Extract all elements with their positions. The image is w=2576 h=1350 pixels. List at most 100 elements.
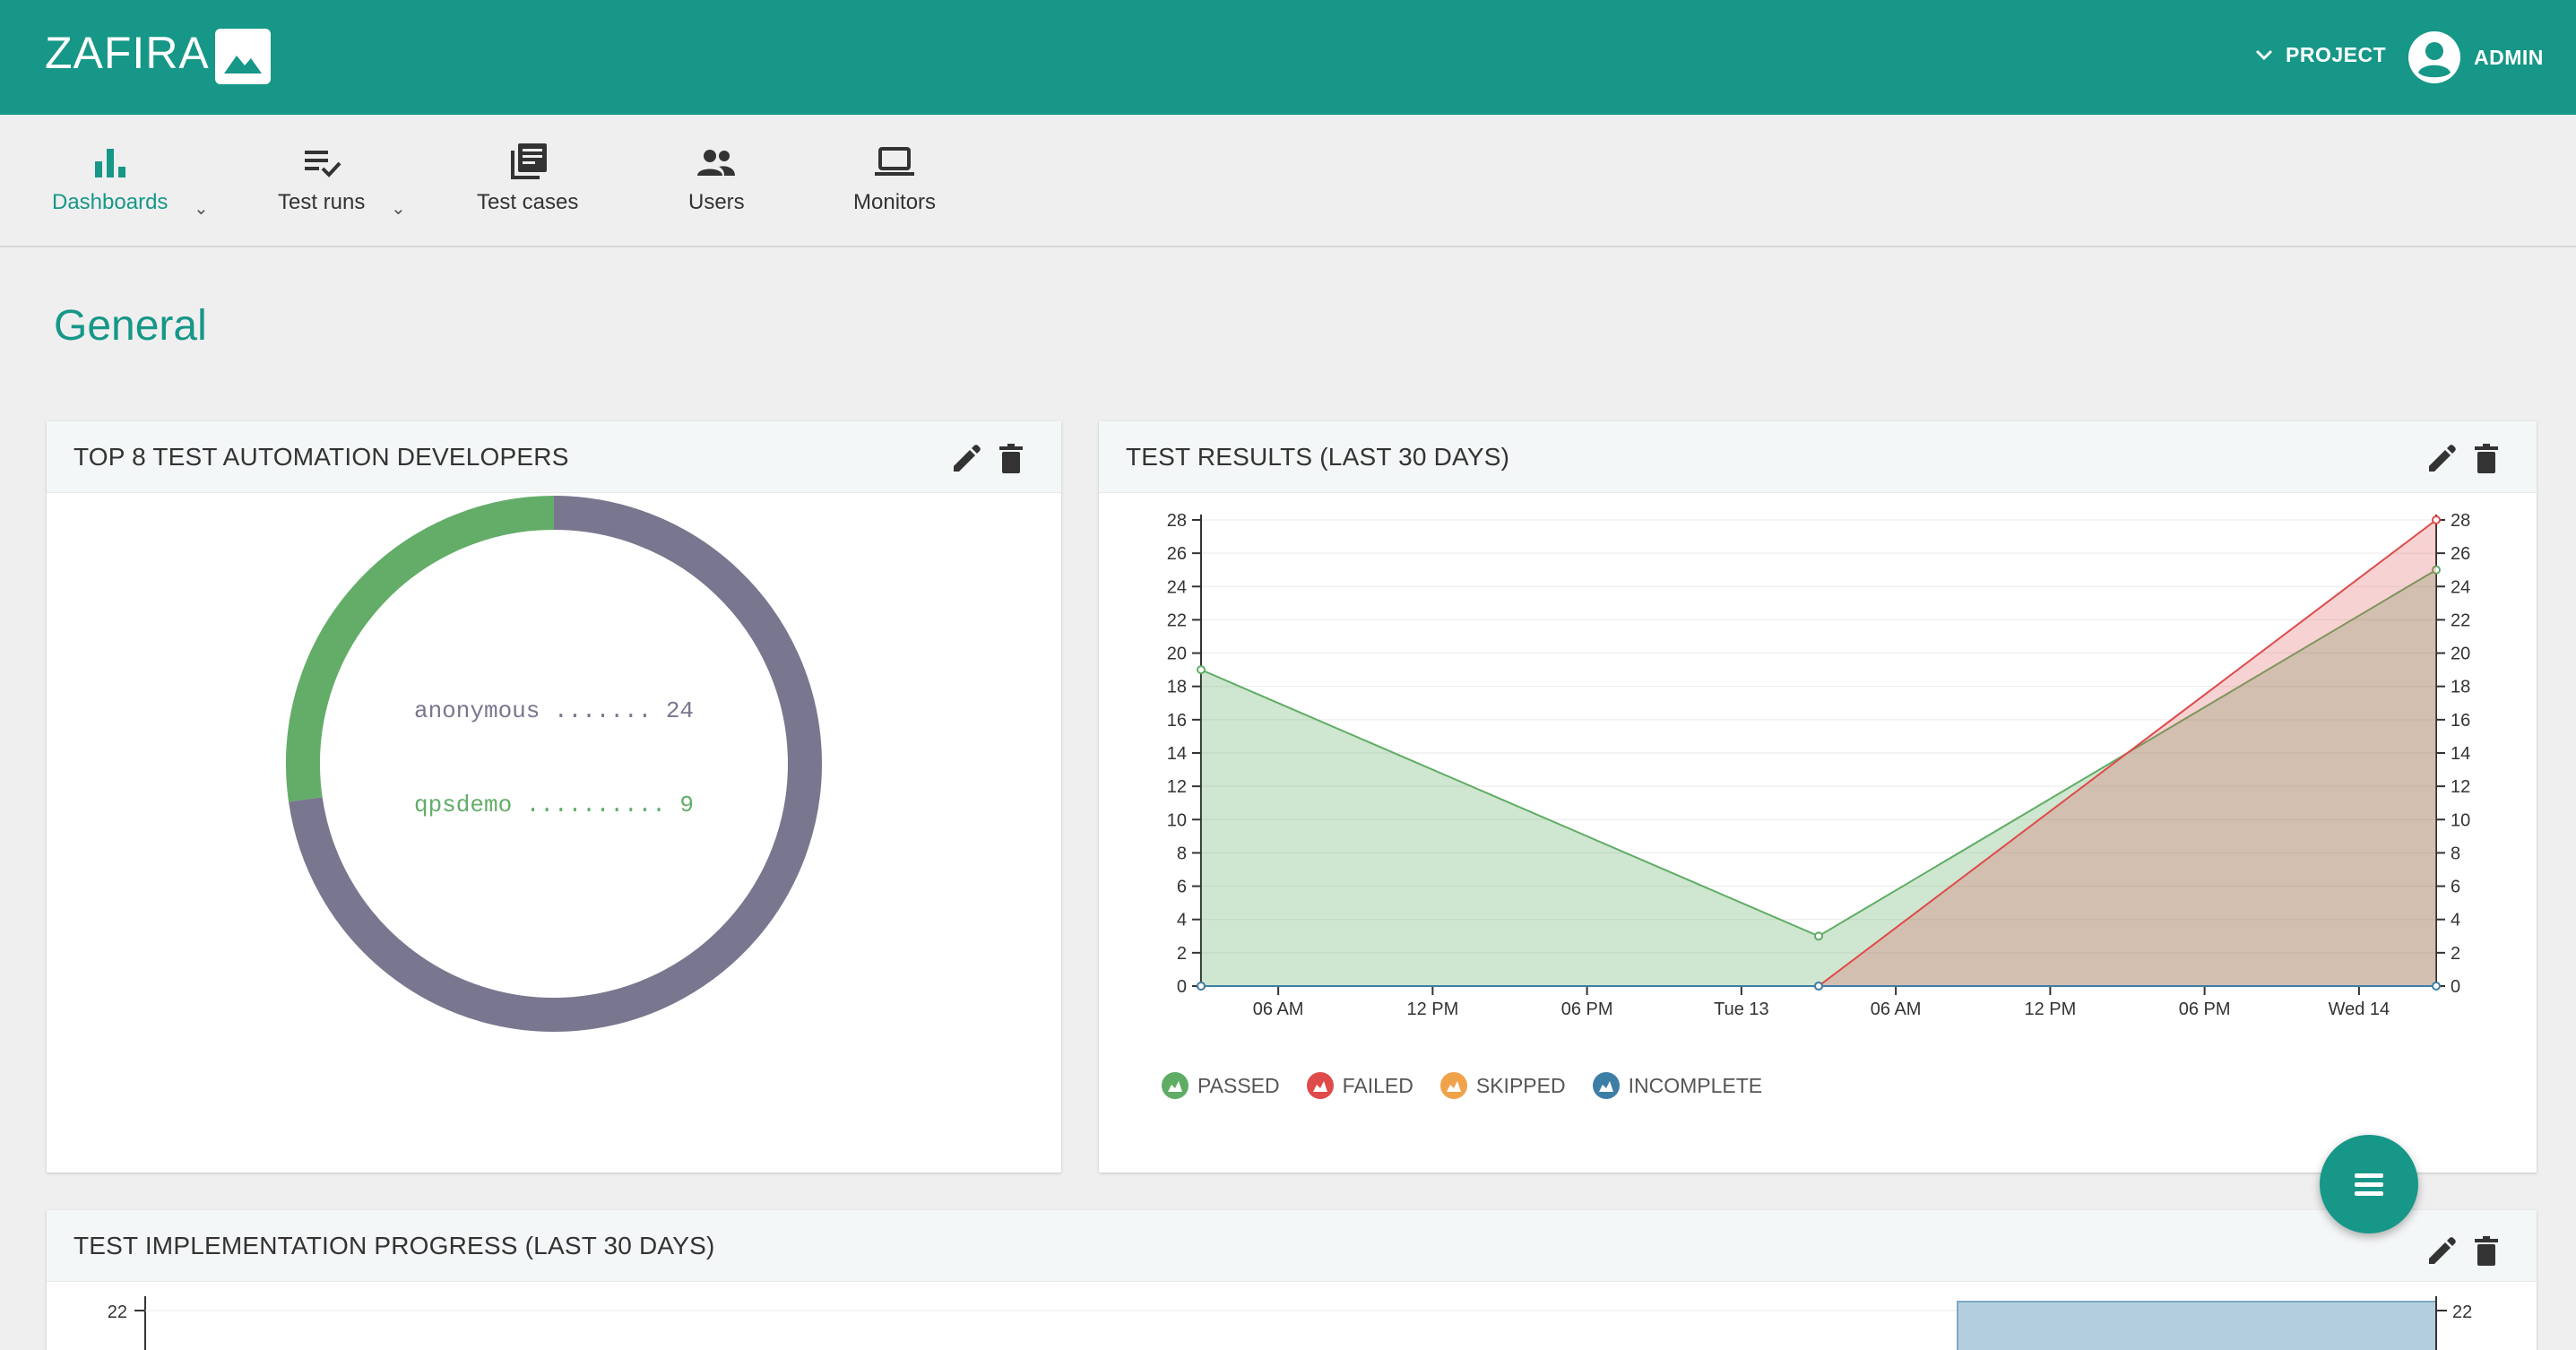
area-failed — [1201, 520, 2436, 986]
y-tick-label-left: 14 — [1167, 744, 1187, 764]
x-tick-label: Wed 14 — [2329, 1000, 2390, 1019]
y-tick-label-left: 24 — [1167, 577, 1187, 597]
y-tick-label-right: 16 — [2451, 711, 2470, 731]
menu-fab-button[interactable] — [2320, 1135, 2418, 1233]
nav-item-users[interactable]: Users — [688, 142, 745, 215]
legend-failed[interactable]: FAILED — [1306, 1072, 1413, 1099]
nav-label-test-runs: Test runs — [278, 190, 366, 214]
nav-label-dashboards: Dashboards — [52, 190, 169, 214]
page-title: General — [54, 302, 207, 350]
point-incomplete[interactable] — [1814, 982, 1823, 991]
nav-item-monitors[interactable]: Monitors — [853, 142, 936, 215]
y-tick-label-right: 10 — [2451, 810, 2470, 830]
y-tick-label-right: 6 — [2451, 878, 2460, 897]
point-passed[interactable] — [1814, 931, 1823, 941]
project-selector[interactable]: PROJECT — [2255, 43, 2386, 67]
delete-icon[interactable] — [2468, 1233, 2504, 1269]
area-chart-icon — [1162, 1072, 1189, 1099]
y-tick-label-right: 20 — [2451, 645, 2470, 664]
developers-donut-chart: anonymous ....... 24 qpsdemo .......... 9 — [286, 496, 822, 1032]
area-passed — [1201, 569, 2436, 986]
account-circle-icon — [2408, 31, 2460, 83]
area-chart-icon — [1306, 1072, 1334, 1099]
people-icon — [697, 150, 736, 176]
edit-icon[interactable] — [948, 441, 984, 477]
y-tick-label-right: 22 — [2451, 610, 2470, 630]
widget-title: TEST RESULTS (LAST 30 DAYS) — [1126, 442, 1510, 471]
widget-header: TEST IMPLEMENTATION PROGRESS (LAST 30 DA… — [47, 1210, 2537, 1282]
widget-title: TOP 8 TEST AUTOMATION DEVELOPERS — [73, 442, 569, 471]
donut-slice-qpsdemo[interactable] — [286, 496, 555, 802]
y-tick-label-left: 16 — [1167, 711, 1187, 731]
y-tick-label-right: 8 — [2451, 844, 2460, 863]
chevron-down-icon[interactable]: ⌄ — [194, 199, 209, 219]
y-tick-label-right: 4 — [2451, 911, 2460, 930]
brand-name[interactable]: ZAFIRA — [45, 28, 210, 78]
donut-label-anonymous: anonymous ....... 24 — [414, 697, 694, 724]
nav-item-test-runs[interactable]: Test runs — [278, 142, 365, 215]
y-tick-label-right: 14 — [2451, 744, 2470, 764]
library-books-icon — [510, 143, 547, 179]
area-chart-icon — [1439, 1072, 1467, 1099]
y-tick-label-left: 2 — [1177, 944, 1187, 964]
y-tick-label-right: 18 — [2451, 678, 2470, 697]
nav-label-monitors: Monitors — [853, 190, 937, 214]
image-logo-icon — [215, 29, 271, 84]
test-results-widget: TEST RESULTS (LAST 30 DAYS) 0 0 2 2 4 4 6 6 8 8 10… — [1099, 421, 2537, 1173]
delete-icon[interactable] — [2468, 441, 2504, 477]
y-tick-label-left: 20 — [1167, 645, 1187, 664]
delete-icon[interactable] — [993, 441, 1029, 477]
y-tick-label-left: 4 — [1177, 911, 1187, 930]
point-incomplete[interactable] — [2432, 982, 2441, 991]
legend-skipped[interactable]: SKIPPED — [1439, 1072, 1566, 1099]
user-menu[interactable]: ADMIN — [2407, 30, 2544, 84]
donut-label-qpsdemo: qpsdemo .......... 9 — [414, 792, 694, 818]
donut-slice-anonymous[interactable] — [289, 496, 822, 1032]
nav-label-users: Users — [688, 190, 745, 214]
y-tick-label-right: 12 — [2451, 777, 2470, 797]
y-tick-label-left: 28 — [1167, 511, 1187, 531]
y-tick-label-left: 18 — [1167, 678, 1187, 697]
project-label: PROJECT — [2286, 43, 2387, 66]
nav-label-test-cases: Test cases — [477, 190, 579, 214]
x-tick-label: 06 AM — [1871, 1000, 1922, 1019]
widget-header: TEST RESULTS (LAST 30 DAYS) — [1099, 421, 2537, 493]
laptop-icon — [875, 147, 915, 176]
y-tick-label-left: 22 — [108, 1302, 127, 1322]
y-tick-label-left: 8 — [1177, 844, 1187, 863]
point-failed[interactable] — [2432, 515, 2441, 524]
x-tick-label: 06 PM — [2179, 1000, 2231, 1019]
progress-bar — [1957, 1301, 2437, 1350]
legend-incomplete[interactable]: INCOMPLETE — [1592, 1072, 1762, 1099]
chevron-down-icon[interactable]: ⌄ — [391, 199, 406, 219]
x-tick-label: 12 PM — [2024, 1000, 2076, 1019]
y-tick-label-left: 0 — [1177, 977, 1187, 997]
x-tick-label: 06 AM — [1253, 1000, 1304, 1019]
widget-header: TOP 8 TEST AUTOMATION DEVELOPERS — [47, 421, 1061, 493]
legend-passed[interactable]: PASSED — [1162, 1072, 1280, 1099]
point-passed[interactable] — [1197, 665, 1206, 675]
bar-chart-icon — [94, 149, 125, 177]
y-tick-label-right: 2 — [2451, 944, 2460, 964]
edit-icon[interactable] — [2424, 441, 2459, 477]
legend-label: PASSED — [1197, 1073, 1280, 1097]
x-tick-label: Tue 13 — [1714, 1000, 1769, 1019]
nav-item-dashboards[interactable]: Dashboards — [52, 142, 168, 215]
y-tick-label-right: 24 — [2451, 577, 2470, 597]
playlist-check-icon — [304, 151, 341, 177]
main-nav: Dashboards ⌄ Test runs ⌄ Test cases — [0, 115, 2576, 247]
user-label: ADMIN — [2474, 45, 2544, 69]
point-incomplete[interactable] — [1197, 982, 1206, 991]
widget-title: TEST IMPLEMENTATION PROGRESS (LAST 30 DA… — [73, 1231, 715, 1259]
point-passed[interactable] — [2432, 565, 2441, 575]
y-tick-label-left: 10 — [1167, 810, 1187, 830]
legend-label: SKIPPED — [1475, 1073, 1566, 1097]
y-tick-label-left: 26 — [1167, 544, 1187, 564]
chevron-down-icon — [2255, 49, 2273, 60]
area-chart-icon — [1592, 1072, 1620, 1099]
y-tick-label-left: 6 — [1177, 878, 1187, 897]
edit-icon[interactable] — [2424, 1233, 2459, 1269]
nav-item-test-cases[interactable]: Test cases — [477, 142, 578, 215]
top-bar: ZAFIRA PROJECT ADMIN — [0, 0, 2576, 115]
